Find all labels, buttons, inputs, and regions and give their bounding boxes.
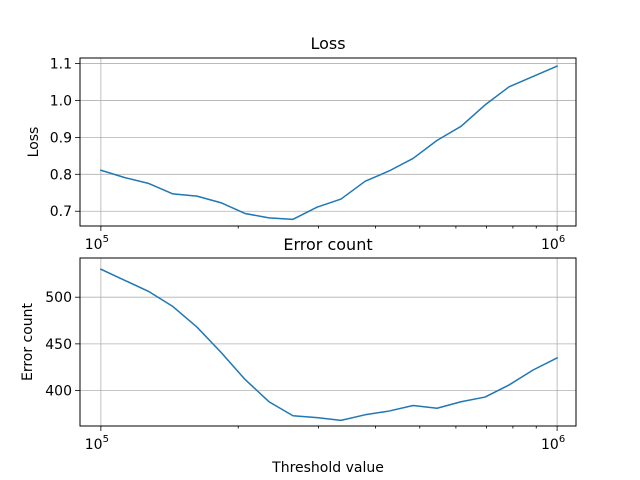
error-count-series-line: [99, 268, 559, 422]
error-count-x-tick-label: 105: [85, 434, 109, 453]
loss-x-tick-label: 105: [85, 234, 109, 253]
loss-axes-frame: [79, 57, 577, 227]
loss-title: Loss: [310, 34, 345, 53]
error-count-x-tick-label: 106: [541, 434, 565, 453]
x-axis-label: Threshold value: [271, 460, 384, 476]
loss-y-tick-label: 1.1: [50, 57, 72, 73]
loss-y-axis-label: Loss: [26, 127, 42, 158]
loss-y-tick-label: 1.0: [50, 93, 72, 109]
error-count-axes-frame: [79, 257, 577, 427]
loss-y-tick-label: 0.8: [50, 167, 72, 183]
error-count-y-tick-label: 450: [45, 337, 72, 353]
error-count-title: Error count: [283, 235, 372, 254]
loss-y-tick-label: 0.7: [50, 204, 72, 220]
error-count-y-axis-label: Error count: [20, 302, 36, 381]
loss-y-tick-label: 0.9: [50, 130, 72, 146]
error-count-y-tick-label: 500: [45, 290, 72, 306]
loss-subplot: 105 106 0.7 0.8 0.9 1.0 1.1 Loss Loss: [26, 34, 577, 253]
loss-series-line: [99, 65, 559, 221]
loss-x-tick-label: 106: [541, 234, 565, 253]
error-count-y-tick-label: 400: [45, 384, 72, 400]
